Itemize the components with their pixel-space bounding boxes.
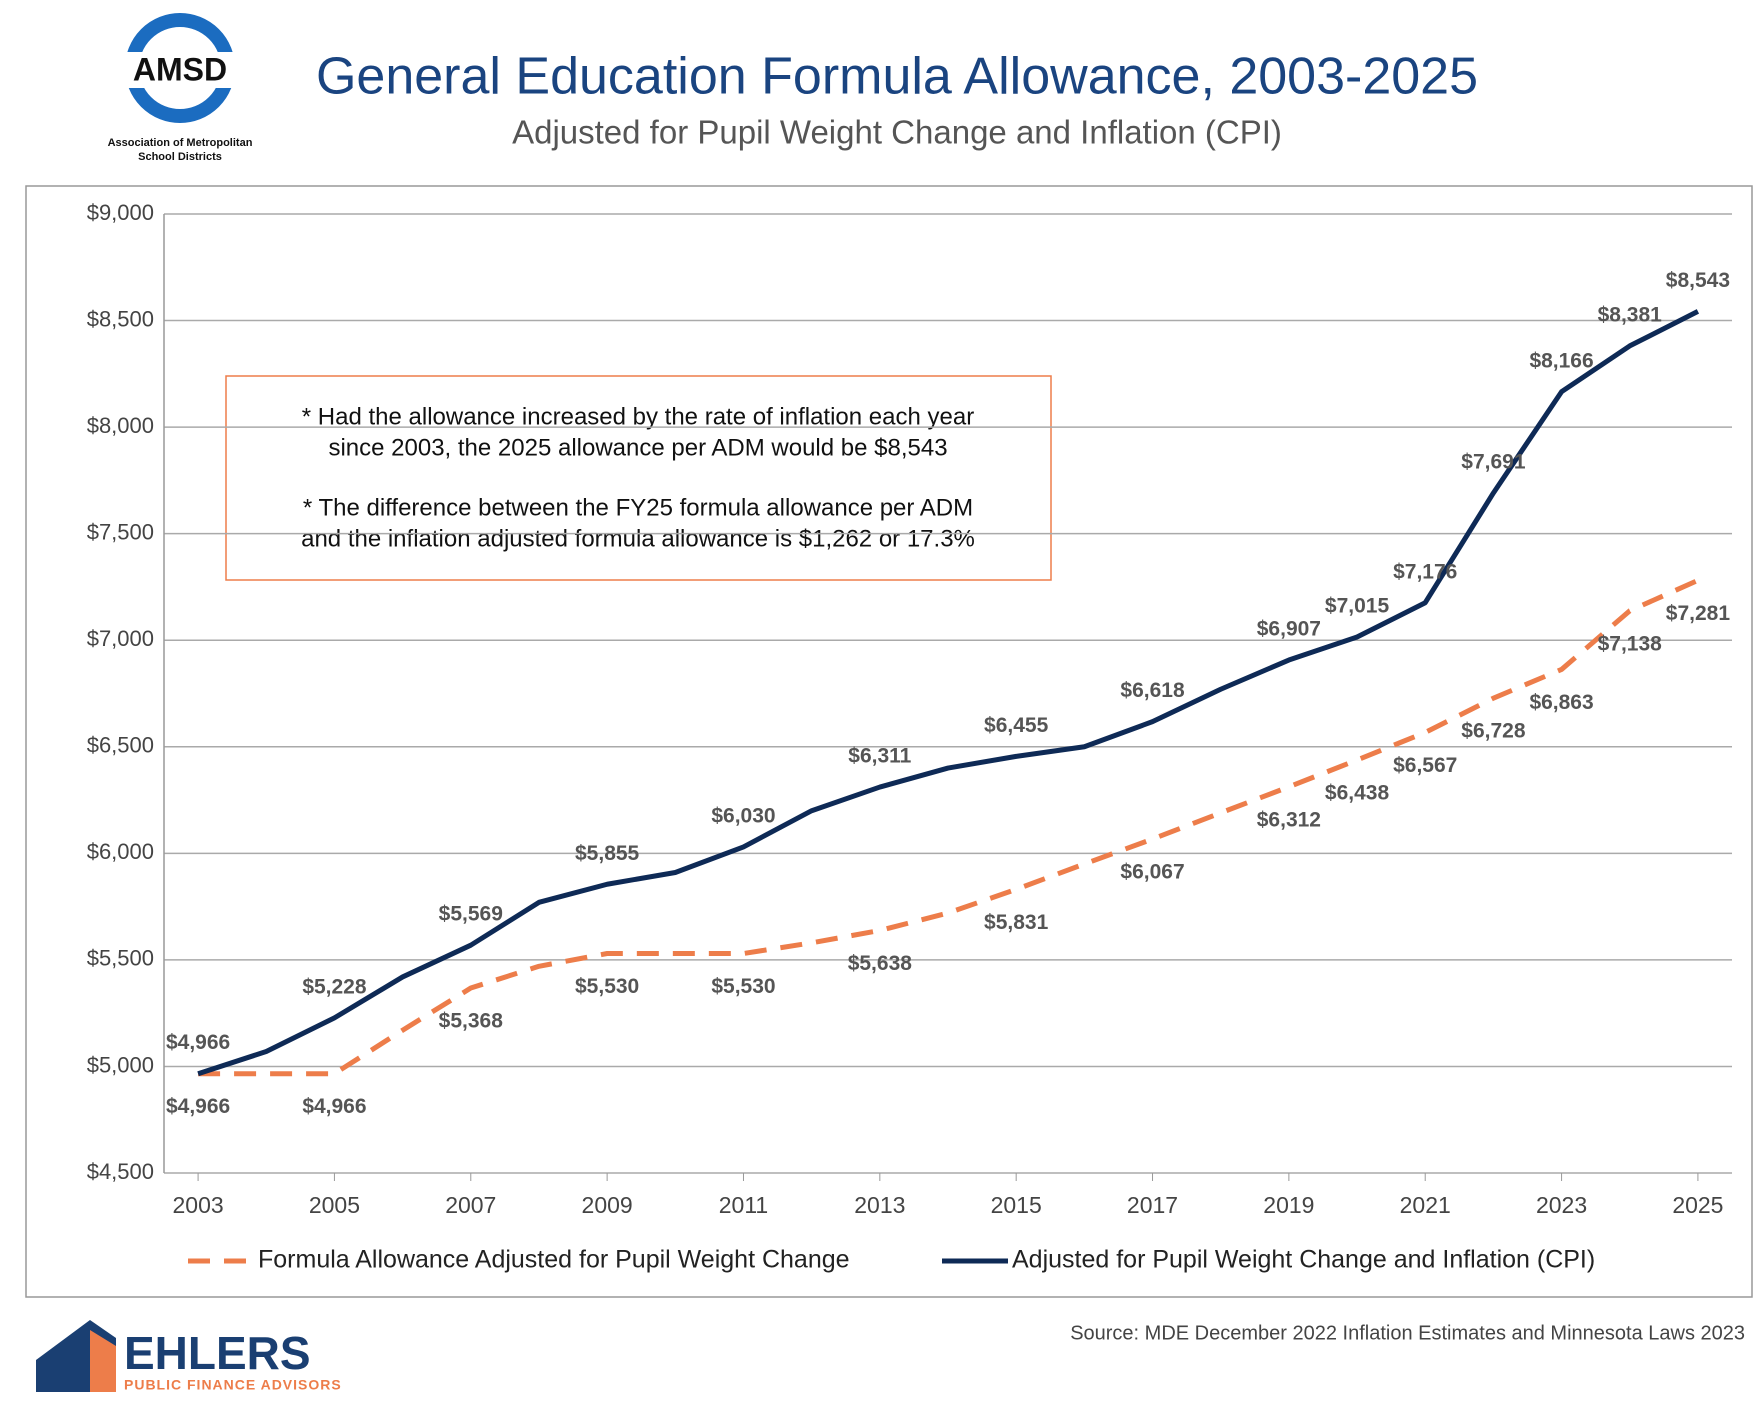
- legend-label: Adjusted for Pupil Weight Change and Inf…: [1012, 1246, 1595, 1274]
- x-tick-label: 2003: [173, 1192, 224, 1218]
- data-label: $5,569: [439, 903, 503, 926]
- data-label: $7,281: [1666, 602, 1731, 625]
- logo-name: AMSD: [133, 51, 227, 87]
- logo-name: EHLERS: [124, 1327, 311, 1379]
- data-label: $5,530: [711, 975, 775, 998]
- x-tick-label: 2019: [1263, 1192, 1314, 1218]
- legend-label: Formula Allowance Adjusted for Pupil Wei…: [258, 1246, 850, 1274]
- y-tick-label: $8,500: [87, 306, 154, 331]
- y-tick-label: $8,000: [87, 413, 154, 438]
- data-label: $8,381: [1598, 303, 1663, 326]
- logo-subtitle: Association of Metropolitan: [108, 137, 253, 149]
- data-label: $5,228: [302, 975, 367, 998]
- y-tick-label: $7,000: [87, 626, 154, 651]
- data-label: $8,543: [1666, 269, 1730, 292]
- y-tick-label: $9,000: [87, 200, 154, 225]
- data-label: $6,567: [1393, 754, 1457, 777]
- data-label: $7,015: [1325, 595, 1390, 618]
- logo-subtitle: School Districts: [138, 151, 222, 163]
- annotation-text: since 2003, the 2025 allowance per ADM w…: [328, 434, 947, 461]
- series-line: [197, 309, 1700, 1077]
- data-label: $5,831: [984, 911, 1049, 934]
- data-label: $7,176: [1393, 560, 1457, 583]
- chart-subtitle: Adjusted for Pupil Weight Change and Inf…: [512, 114, 1282, 151]
- data-label: $6,618: [1120, 679, 1185, 702]
- x-tick-label: 2023: [1536, 1192, 1587, 1218]
- data-label: $5,638: [848, 952, 913, 975]
- data-label: $7,691: [1461, 451, 1526, 474]
- annotation-text: * The difference between the FY25 formul…: [303, 494, 973, 521]
- annotation-text: and the inflation adjusted formula allow…: [301, 525, 975, 552]
- x-tick-label: 2013: [854, 1192, 905, 1218]
- data-label: $4,966: [166, 1031, 230, 1054]
- data-label: $5,855: [575, 842, 640, 865]
- data-label: $6,863: [1529, 691, 1593, 714]
- data-label: $5,368: [439, 1010, 504, 1033]
- x-tick-label: 2017: [1127, 1192, 1178, 1218]
- annotation-text: * Had the allowance increased by the rat…: [302, 403, 974, 430]
- data-label: $6,728: [1461, 720, 1526, 743]
- data-label: $6,312: [1257, 808, 1321, 831]
- y-tick-label: $6,000: [87, 839, 154, 864]
- x-tick-label: 2009: [582, 1192, 633, 1218]
- x-tick-label: 2011: [719, 1192, 768, 1218]
- data-label: $8,166: [1529, 349, 1593, 372]
- series-line: [198, 578, 1699, 1077]
- chart-frame: [25, 185, 1753, 1298]
- logo-band: [118, 52, 242, 88]
- x-tick-label: 2025: [1672, 1192, 1723, 1218]
- y-tick-label: $7,500: [87, 519, 154, 544]
- data-label: $6,311: [848, 745, 911, 768]
- x-tick-label: 2005: [309, 1192, 360, 1218]
- data-label: $5,530: [575, 975, 639, 998]
- data-label: $4,966: [166, 1095, 230, 1118]
- annotation-box: [225, 375, 1052, 581]
- logo-tagline: PUBLIC FINANCE ADVISORS: [124, 1377, 342, 1393]
- data-label: $7,138: [1598, 632, 1663, 655]
- x-tick-label: 2021: [1400, 1192, 1451, 1218]
- y-tick-label: $4,500: [87, 1159, 154, 1184]
- y-tick-label: $6,500: [87, 733, 154, 758]
- data-label: $6,907: [1257, 618, 1321, 641]
- y-tick-label: $5,500: [87, 946, 154, 971]
- x-tick-label: 2007: [445, 1192, 496, 1218]
- data-label: $6,067: [1120, 861, 1184, 884]
- logo-mark: [90, 1330, 116, 1392]
- y-tick-label: $5,000: [87, 1052, 154, 1077]
- x-tick-label: 2015: [991, 1192, 1042, 1218]
- data-label: $4,966: [302, 1095, 366, 1118]
- source: Source: MDE December 2022 Inflation Esti…: [1070, 1322, 1745, 1344]
- data-label: $6,438: [1325, 782, 1390, 805]
- data-label: $6,030: [711, 804, 775, 827]
- data-label: $6,455: [984, 714, 1049, 737]
- chart-title: General Education Formula Allowance, 200…: [316, 48, 1478, 106]
